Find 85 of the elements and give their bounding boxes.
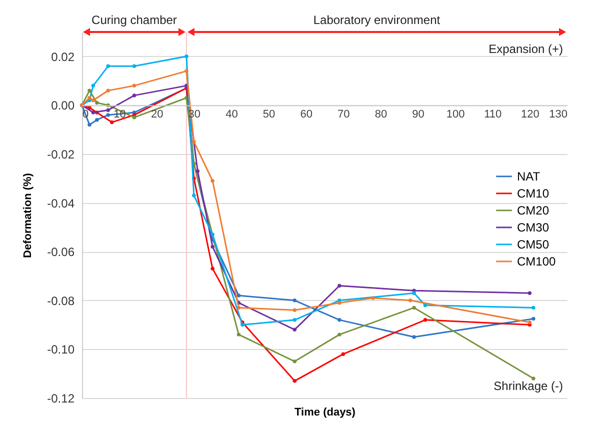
x-tick-label: 70 bbox=[338, 108, 350, 121]
point bbox=[292, 318, 297, 322]
text: Laboratory environment bbox=[313, 13, 441, 27]
point bbox=[95, 118, 99, 122]
point bbox=[210, 232, 214, 236]
point bbox=[292, 360, 297, 364]
point bbox=[95, 100, 99, 105]
y-tick-label: -0.08 bbox=[47, 294, 75, 308]
x-tick-label: 110 bbox=[484, 108, 502, 121]
point bbox=[106, 64, 110, 68]
annotation: Shrinkage (-) bbox=[494, 379, 563, 393]
y-tick-label: -0.04 bbox=[47, 196, 75, 210]
legend-label: CM50 bbox=[517, 237, 550, 252]
legend-label: CM10 bbox=[517, 186, 550, 200]
point bbox=[528, 291, 532, 295]
point bbox=[91, 110, 96, 114]
y-axis-title: Deformation (%) bbox=[22, 172, 34, 258]
y-tick-label: 0.00 bbox=[51, 98, 75, 113]
annotation: Expansion (+) bbox=[488, 42, 563, 56]
point bbox=[91, 84, 96, 88]
point bbox=[423, 303, 428, 308]
point bbox=[528, 320, 532, 324]
point bbox=[132, 94, 136, 98]
point bbox=[236, 332, 241, 336]
point bbox=[132, 116, 136, 120]
point bbox=[532, 316, 536, 321]
point bbox=[132, 64, 136, 68]
point bbox=[88, 88, 92, 92]
point bbox=[292, 328, 297, 332]
x-tick-label: 60 bbox=[300, 108, 312, 121]
point bbox=[106, 108, 110, 112]
point bbox=[110, 120, 114, 124]
x-tick-label: 90 bbox=[412, 108, 424, 121]
x-tick-label: 80 bbox=[374, 108, 388, 121]
point bbox=[236, 294, 241, 298]
point bbox=[423, 318, 428, 322]
point bbox=[338, 332, 342, 336]
point bbox=[292, 379, 297, 383]
point bbox=[196, 169, 200, 173]
point bbox=[210, 266, 214, 271]
y-tick-label: -0.10 bbox=[47, 342, 75, 357]
point bbox=[88, 106, 92, 110]
x-tick-label: 100 bbox=[446, 108, 465, 121]
point bbox=[341, 352, 346, 356]
point bbox=[210, 244, 214, 249]
point bbox=[412, 306, 416, 310]
point bbox=[532, 376, 536, 380]
x-tick-label: 40 bbox=[226, 108, 238, 121]
x-tick-label: 50 bbox=[262, 108, 276, 121]
point bbox=[532, 306, 536, 310]
point bbox=[338, 318, 342, 322]
point bbox=[371, 296, 375, 300]
x-tick-label: 130 bbox=[549, 108, 568, 121]
point bbox=[184, 54, 188, 58]
x-axis-title: Time (days) bbox=[294, 406, 356, 418]
legend-label: CM20 bbox=[517, 203, 550, 218]
point bbox=[132, 84, 136, 88]
point bbox=[91, 98, 96, 102]
point bbox=[88, 96, 92, 100]
point bbox=[88, 122, 92, 127]
y-tick-label: -0.06 bbox=[47, 245, 75, 260]
point bbox=[210, 178, 214, 183]
legend-label: CM100 bbox=[517, 254, 556, 268]
y-tick-label: -0.12 bbox=[47, 392, 75, 406]
point bbox=[292, 298, 297, 302]
point bbox=[338, 300, 342, 305]
point bbox=[184, 69, 188, 73]
point bbox=[106, 113, 110, 117]
point bbox=[338, 284, 342, 288]
legend-label: CM30 bbox=[517, 220, 550, 234]
legend-label: NAT bbox=[517, 169, 541, 184]
point bbox=[412, 291, 416, 295]
point bbox=[408, 298, 412, 302]
text: Curing chamber bbox=[92, 13, 177, 27]
point bbox=[106, 88, 110, 92]
point bbox=[236, 306, 241, 310]
y-tick-label: 0.02 bbox=[51, 50, 75, 64]
point bbox=[240, 322, 244, 327]
point bbox=[412, 335, 416, 339]
x-tick-label: 120 bbox=[521, 108, 540, 121]
x-tick-label: 20 bbox=[150, 108, 164, 121]
point bbox=[292, 308, 297, 312]
point bbox=[192, 140, 196, 144]
point bbox=[192, 194, 196, 198]
y-tick-label: -0.02 bbox=[47, 148, 75, 162]
